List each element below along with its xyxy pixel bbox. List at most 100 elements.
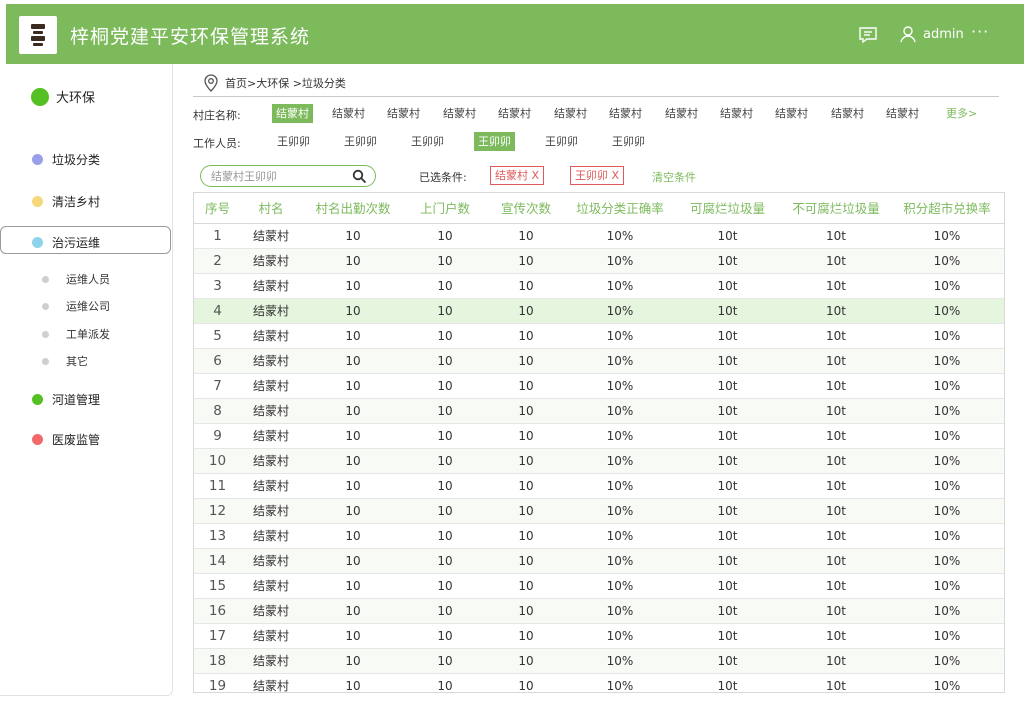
- table-cell: 结蒙村: [252, 679, 289, 693]
- sidebar-item-garbage-sorting[interactable]: 垃圾分类: [32, 151, 100, 168]
- staff-chip[interactable]: 王卯卯: [612, 135, 645, 148]
- sidebar-subitem-ops-company[interactable]: 运维公司: [42, 298, 110, 314]
- table-cell: 10: [437, 529, 453, 543]
- table-row[interactable]: 10 结蒙村 10 10 10 10% 10t 10t 10%: [194, 449, 1004, 474]
- sidebar-item-pollution-ops[interactable]: 治污运维: [32, 234, 100, 251]
- staff-chip[interactable]: 王卯卯: [344, 135, 377, 148]
- village-chip[interactable]: 结蒙村: [831, 107, 864, 120]
- app-logo[interactable]: [19, 16, 57, 54]
- table-cell: 10: [437, 579, 453, 593]
- table-cell: 10%: [606, 304, 634, 318]
- table-row[interactable]: 2 结蒙村 10 10 10 10% 10t 10t 10%: [194, 249, 1004, 274]
- column-header[interactable]: 可腐烂垃圾量: [689, 201, 765, 216]
- table-row[interactable]: 8 结蒙村 10 10 10 10% 10t 10t 10%: [194, 399, 1004, 424]
- table-cell: 10%: [933, 404, 961, 418]
- village-chip[interactable]: 结蒙村: [272, 104, 313, 123]
- table-cell: 10t: [717, 529, 738, 543]
- table-cell: 10t: [717, 479, 738, 493]
- table-cell: 10: [437, 379, 453, 393]
- table-cell: 10: [518, 554, 534, 568]
- table-cell: 结蒙村: [252, 279, 289, 293]
- search-icon[interactable]: [352, 169, 367, 184]
- table-row[interactable]: 19 结蒙村 10 10 10 10% 10t 10t 10%: [194, 674, 1004, 693]
- village-chip[interactable]: 结蒙村: [720, 107, 753, 120]
- breadcrumb: 首页>大环保 >垃圾分类: [203, 74, 346, 92]
- message-icon[interactable]: [858, 26, 878, 44]
- more-villages-link[interactable]: 更多>: [946, 107, 978, 120]
- table-row[interactable]: 9 结蒙村 10 10 10 10% 10t 10t 10%: [194, 424, 1004, 449]
- condition-tag-staff[interactable]: 王卯卯 X: [570, 166, 625, 185]
- table-cell: 10t: [826, 429, 846, 443]
- dot-icon: [32, 394, 43, 405]
- village-chip[interactable]: 结蒙村: [609, 107, 642, 120]
- table-row[interactable]: 11 结蒙村 10 10 10 10% 10t 10t 10%: [194, 474, 1004, 499]
- village-chip[interactable]: 结蒙村: [554, 107, 587, 120]
- sidebar-subitem-other[interactable]: 其它: [42, 353, 88, 369]
- selected-conditions-label: 已选条件:: [419, 171, 467, 184]
- table-row[interactable]: 3 结蒙村 10 10 10 10% 10t 10t 10%: [194, 274, 1004, 299]
- table-cell: 10t: [826, 629, 846, 643]
- column-header[interactable]: 村名出勤次数: [315, 201, 391, 216]
- table-row[interactable]: 7 结蒙村 10 10 10 10% 10t 10t 10%: [194, 374, 1004, 399]
- table-row[interactable]: 1 结蒙村 10 10 10 10% 10t 10t 10%: [194, 224, 1004, 249]
- sidebar-subitem-work-order[interactable]: 工单派发: [42, 326, 110, 342]
- user-menu[interactable]: admin: [899, 25, 964, 43]
- table-row[interactable]: 16 结蒙村 10 10 10 10% 10t 10t 10%: [194, 599, 1004, 624]
- column-header[interactable]: 序号: [204, 201, 230, 216]
- table-row[interactable]: 18 结蒙村 10 10 10 10% 10t 10t 10%: [194, 649, 1004, 674]
- village-chip[interactable]: 结蒙村: [443, 107, 476, 120]
- table-cell: 10%: [933, 229, 961, 243]
- staff-chip[interactable]: 王卯卯: [474, 132, 515, 151]
- table-row[interactable]: 12 结蒙村 10 10 10 10% 10t 10t 10%: [194, 499, 1004, 524]
- table-cell: 结蒙村: [252, 579, 289, 593]
- table-row[interactable]: 6 结蒙村 10 10 10 10% 10t 10t 10%: [194, 349, 1004, 374]
- more-menu-button[interactable]: ···: [971, 22, 990, 41]
- village-chip[interactable]: 结蒙村: [498, 107, 531, 120]
- row-index: 15: [208, 578, 227, 594]
- table-cell: 10%: [606, 479, 634, 493]
- column-header[interactable]: 积分超市兑换率: [903, 201, 991, 216]
- staff-chip[interactable]: 王卯卯: [411, 135, 444, 148]
- table-row[interactable]: 4 结蒙村 10 10 10 10% 10t 10t 10%: [194, 299, 1004, 324]
- sidebar-item-medical-waste[interactable]: 医废监管: [32, 431, 100, 448]
- table-cell: 10%: [606, 354, 634, 368]
- sidebar-item-river[interactable]: 河道管理: [32, 391, 100, 408]
- staff-chip[interactable]: 王卯卯: [545, 135, 578, 148]
- table-cell: 结蒙村: [252, 554, 289, 568]
- table-row[interactable]: 14 结蒙村 10 10 10 10% 10t 10t 10%: [194, 549, 1004, 574]
- sidebar-item-clean-village[interactable]: 清洁乡村: [32, 193, 100, 210]
- table-cell: 10: [437, 329, 453, 343]
- column-header[interactable]: 垃圾分类正确率: [576, 201, 664, 216]
- village-chip[interactable]: 结蒙村: [332, 107, 365, 120]
- table-cell: 10%: [933, 254, 961, 268]
- table-cell: 10t: [717, 504, 738, 518]
- staff-chip[interactable]: 王卯卯: [277, 135, 310, 148]
- column-header[interactable]: 不可腐烂垃圾量: [792, 201, 880, 216]
- table-row[interactable]: 17 结蒙村 10 10 10 10% 10t 10t 10%: [194, 624, 1004, 649]
- village-chip[interactable]: 结蒙村: [387, 107, 420, 120]
- column-header[interactable]: 宣传次数: [500, 201, 551, 216]
- table-row[interactable]: 5 结蒙村 10 10 10 10% 10t 10t 10%: [194, 324, 1004, 349]
- sidebar-subitem-ops-staff[interactable]: 运维人员: [42, 271, 110, 287]
- table-cell: 结蒙村: [252, 354, 289, 368]
- table-cell: 10t: [717, 254, 738, 268]
- dot-icon: [32, 154, 43, 165]
- table-cell: 10: [518, 329, 534, 343]
- table-cell: 10: [518, 479, 534, 493]
- column-header[interactable]: 上门户数: [419, 201, 470, 216]
- condition-tag-village[interactable]: 结蒙村 X: [490, 166, 545, 185]
- table-cell: 10t: [717, 354, 738, 368]
- table-cell: 结蒙村: [252, 504, 289, 518]
- search-input[interactable]: [211, 168, 351, 184]
- breadcrumb-text: 首页>大环保 >垃圾分类: [225, 77, 346, 90]
- table-row[interactable]: 15 结蒙村 10 10 10 10% 10t 10t 10%: [194, 574, 1004, 599]
- village-chip[interactable]: 结蒙村: [665, 107, 698, 120]
- column-header[interactable]: 村名: [258, 201, 284, 216]
- village-chip[interactable]: 结蒙村: [886, 107, 919, 120]
- clear-conditions-button[interactable]: 清空条件: [652, 171, 696, 184]
- sidebar-item-big-environment[interactable]: 大环保: [33, 87, 95, 106]
- table-row[interactable]: 13 结蒙村 10 10 10 10% 10t 10t 10%: [194, 524, 1004, 549]
- village-chip[interactable]: 结蒙村: [775, 107, 808, 120]
- row-index: 11: [208, 478, 227, 494]
- dot-icon: [32, 237, 43, 248]
